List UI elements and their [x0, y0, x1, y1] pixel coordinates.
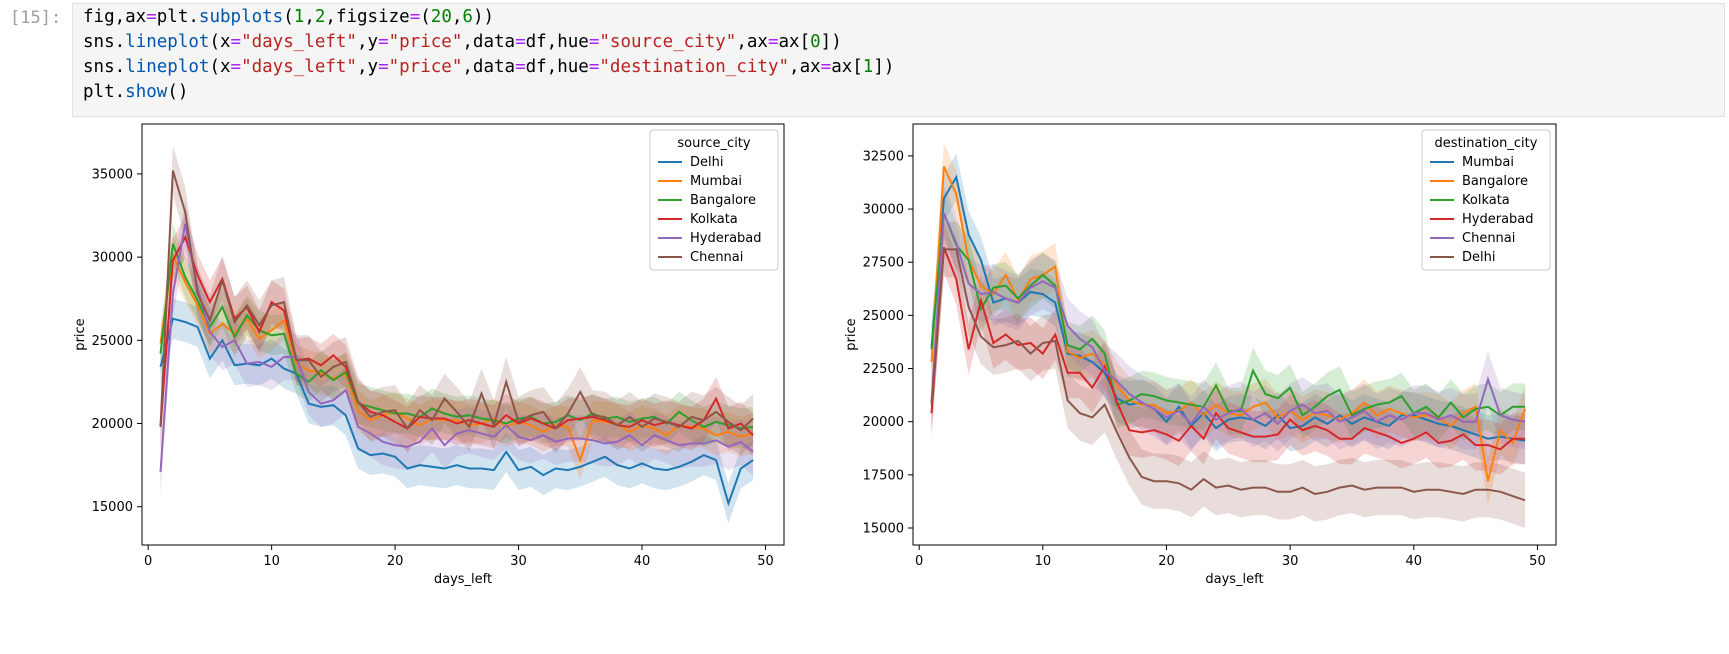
legend-entry: Hyderabad — [690, 231, 762, 246]
series-line-chennai — [930, 212, 1526, 426]
y-tick-label: 25000 — [863, 309, 904, 324]
x-tick-label: 30 — [1282, 554, 1299, 569]
y-tick-label: 22500 — [863, 362, 904, 377]
legend-entry: Kolkata — [1462, 193, 1510, 208]
y-tick-label: 30000 — [92, 251, 133, 266]
legend: destination_city Mumbai Bangalore Kolkata Hy… — [1421, 129, 1551, 271]
series-line-hyderabad — [930, 246, 1526, 451]
x-tick-label: 0 — [915, 554, 923, 569]
y-axis-label: price — [844, 318, 859, 350]
legend-entry: Kolkata — [690, 212, 738, 227]
y-tick-label: 20000 — [863, 415, 904, 430]
x-tick-label: 50 — [1529, 554, 1546, 569]
y-tick-label: 35000 — [92, 167, 133, 182]
axes-frame — [141, 123, 785, 546]
x-tick-label: 40 — [1406, 554, 1423, 569]
x-tick-label: 20 — [387, 554, 404, 569]
series-line-delhi — [159, 317, 754, 507]
legend-box — [649, 129, 779, 271]
chart-panel-1: 0 10 20 30 40 50 15000 20000 25000 30000 35000 days… — [73, 123, 785, 587]
legend-entry: Chennai — [1462, 231, 1515, 246]
legend-title: source_city — [677, 136, 751, 151]
x-tick-label: 10 — [1035, 554, 1052, 569]
code-line-3: sns.lineplot(x="days_left",y="price",dat… — [83, 57, 895, 77]
legend-entry: Mumbai — [690, 174, 742, 189]
series-line-mumbai — [930, 174, 1526, 442]
series-line-kolkata — [930, 212, 1526, 419]
legend-title: destination_city — [1435, 136, 1538, 151]
code-line-1: fig,ax=plt.subplots(1,2,figsize=(20,6)) — [83, 7, 495, 27]
x-tick-label: 50 — [757, 554, 774, 569]
y-tick-label: 15000 — [92, 500, 133, 515]
y-tick-label: 15000 — [863, 521, 904, 536]
series-line-mumbai — [159, 251, 754, 464]
x-tick-label: 20 — [1158, 554, 1175, 569]
series-line-kolkata — [159, 234, 754, 436]
x-tick-label: 40 — [634, 554, 651, 569]
x-axis-label: days_left — [1205, 572, 1263, 587]
legend-entry: Bangalore — [1462, 174, 1528, 189]
ci-band-delhi — [160, 298, 754, 524]
ci-band-delhi — [931, 221, 1526, 529]
y-tick-label: 27500 — [863, 256, 904, 271]
y-axis-label: price — [73, 318, 88, 350]
ci-band-chennai — [160, 145, 754, 456]
legend-box — [1421, 129, 1551, 271]
chart-panel-2: 0 10 20 30 40 50 15000 17500 20000 22500 25000 2750… — [844, 123, 1557, 587]
ci-band-mumbai — [931, 153, 1526, 465]
plot-output: 0 10 20 30 40 50 15000 20000 25000 30000 35000 days… — [73, 123, 1557, 587]
x-axis-label: days_left — [434, 572, 492, 587]
legend-entry: Delhi — [690, 155, 723, 170]
x-tick-label: 0 — [144, 554, 152, 569]
ci-band-chennai — [931, 185, 1526, 452]
x-tick-label: 30 — [510, 554, 527, 569]
legend-entry: Hyderabad — [1462, 212, 1534, 227]
cell-prompt: [15]: — [10, 8, 62, 28]
code-cell[interactable]: fig,ax=plt.subplots(1,2,figsize=(20,6)) … — [72, 3, 1725, 117]
legend: source_city Delhi Mumbai Bangalore Kolkata Hy… — [649, 129, 779, 271]
ci-band-hyderabad — [931, 221, 1526, 475]
legend-entry: Chennai — [690, 250, 743, 265]
y-tick-label: 30000 — [863, 203, 904, 218]
legend-entry: Bangalore — [690, 193, 756, 208]
y-tick-label: 32500 — [863, 149, 904, 164]
code-line-4: plt.show() — [83, 82, 189, 102]
y-tick-label: 17500 — [863, 468, 904, 483]
ci-band-kolkata — [160, 215, 754, 457]
y-tick-label: 25000 — [92, 334, 133, 349]
series-line-delhi — [930, 248, 1526, 502]
series-line-hyderabad — [159, 223, 754, 472]
legend-entry: Delhi — [1462, 250, 1495, 265]
y-tick-label: 20000 — [92, 417, 133, 432]
x-tick-label: 10 — [263, 554, 280, 569]
axes-frame — [912, 123, 1557, 546]
code-line-2: sns.lineplot(x="days_left",y="price",dat… — [83, 32, 842, 52]
series-line-chennai — [159, 170, 754, 432]
legend-entry: Mumbai — [1462, 155, 1514, 170]
